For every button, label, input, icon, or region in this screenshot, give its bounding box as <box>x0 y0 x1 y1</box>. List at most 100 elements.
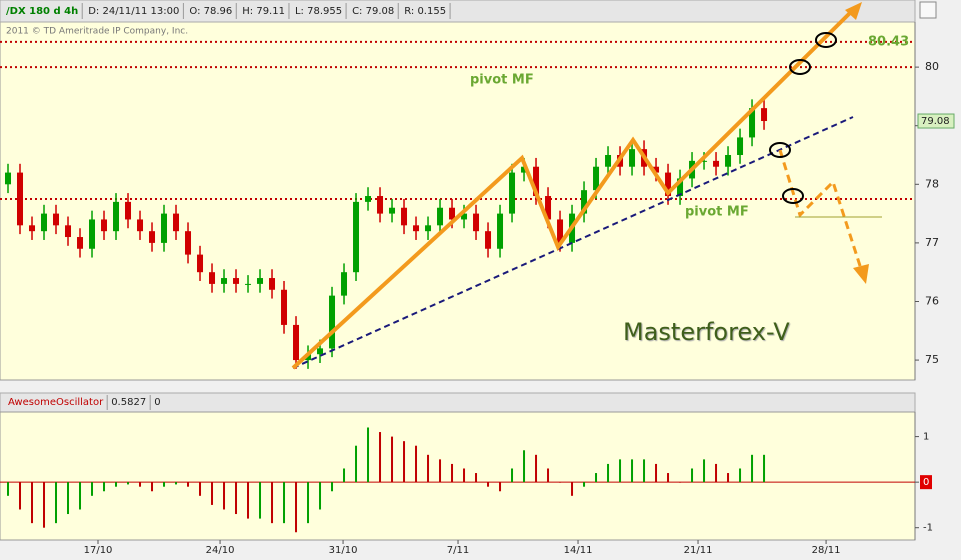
candle-body <box>149 231 156 243</box>
osc-shift: 0 <box>154 397 160 408</box>
candle-body <box>425 225 432 232</box>
osc-bar <box>535 454 538 483</box>
candle-body <box>485 231 492 249</box>
osc-bar <box>115 482 118 487</box>
osc-bar <box>271 482 274 524</box>
osc-bar <box>619 459 622 483</box>
osc-bar <box>343 468 346 483</box>
osc-bar <box>727 473 730 483</box>
x-tick-label: 14/11 <box>564 545 593 556</box>
osc-bar <box>571 482 574 496</box>
y-tick-label: 78 <box>925 177 939 190</box>
osc-bar <box>43 482 46 528</box>
osc-bar <box>595 473 598 483</box>
candle-body <box>317 348 324 355</box>
trend-line <box>292 116 854 369</box>
candle-body <box>245 283 252 285</box>
candle-body <box>365 196 372 202</box>
osc-bar <box>499 482 502 492</box>
wave-path <box>291 6 857 370</box>
candle-body <box>197 254 204 273</box>
circle-marker <box>815 32 837 48</box>
osc-bar <box>19 482 22 510</box>
osc-bar <box>391 436 394 483</box>
header-field: L: 78.955 <box>295 6 342 17</box>
y-tick-label: 76 <box>925 294 939 307</box>
osc-bar <box>223 482 226 510</box>
osc-bar <box>583 482 586 487</box>
last-price-box <box>917 113 955 129</box>
candle-body <box>413 225 420 232</box>
osc-bar <box>379 432 382 483</box>
candle-body <box>713 160 720 167</box>
osc-bar <box>175 482 178 485</box>
candle-body <box>605 155 612 167</box>
candle-body <box>593 166 600 191</box>
candle-body <box>353 201 360 273</box>
osc-bar <box>415 445 418 483</box>
header-field: D: 24/11/11 13:00 <box>88 6 179 17</box>
osc-bar <box>187 482 190 487</box>
candle-body <box>305 354 312 361</box>
header-field: O: 78.96 <box>189 6 232 17</box>
arrow-head <box>853 264 869 284</box>
price-panel <box>0 21 916 381</box>
candle-body <box>113 201 120 232</box>
circle-marker <box>789 59 811 75</box>
osc-bar <box>463 468 466 483</box>
candle-body <box>209 272 216 284</box>
osc-bar <box>559 482 562 483</box>
osc-bar <box>451 463 454 483</box>
candle-body <box>533 166 540 197</box>
osc-bar <box>163 482 166 487</box>
candle-body <box>341 272 348 296</box>
y-tick-label: 80 <box>925 60 939 73</box>
osc-bar <box>511 468 514 483</box>
osc-panel <box>0 411 916 541</box>
osc-bar <box>307 482 310 524</box>
candle-body <box>5 172 12 185</box>
osc-bar <box>355 445 358 483</box>
candle-body <box>677 178 684 197</box>
candle-body <box>377 196 384 214</box>
candle-body <box>653 166 660 173</box>
x-tick-label: 17/10 <box>84 545 113 556</box>
candle-body <box>725 155 732 167</box>
x-tick-label: 7/11 <box>447 545 469 556</box>
osc-bar <box>739 468 742 483</box>
candle-body <box>101 219 108 232</box>
osc-bar <box>487 482 490 487</box>
header-field: H: 79.11 <box>242 6 285 17</box>
y-tick-label: -1 <box>923 523 933 534</box>
osc-bar <box>79 482 82 510</box>
candle-body <box>173 213 180 232</box>
candle-body <box>461 213 468 220</box>
osc-bar <box>67 482 70 515</box>
annotation: Masterforex-V <box>623 318 790 346</box>
candle-body <box>497 213 504 249</box>
osc-bar <box>655 463 658 483</box>
candle-body <box>437 207 444 226</box>
last-price-label: 79.08 <box>921 116 950 127</box>
osc-bar <box>475 473 478 483</box>
circle-marker <box>782 188 804 204</box>
osc-bar <box>7 482 10 496</box>
candle-body <box>545 196 552 220</box>
candle-body <box>761 108 768 122</box>
osc-bar <box>199 482 202 496</box>
settings-button[interactable] <box>919 1 937 19</box>
candle-body <box>629 149 636 167</box>
candle-body <box>701 160 708 162</box>
annotation: pivot MF <box>685 205 749 220</box>
candle-body <box>257 278 264 284</box>
annotation: pivot MF <box>470 73 534 88</box>
candle-body <box>401 207 408 226</box>
osc-bar <box>691 468 694 483</box>
osc-bar <box>331 482 334 492</box>
osc-bar <box>151 482 154 492</box>
header-bar <box>0 0 916 23</box>
candle-body <box>509 172 516 214</box>
y-tick-label: 1 <box>923 432 929 443</box>
candle-body <box>293 324 300 361</box>
